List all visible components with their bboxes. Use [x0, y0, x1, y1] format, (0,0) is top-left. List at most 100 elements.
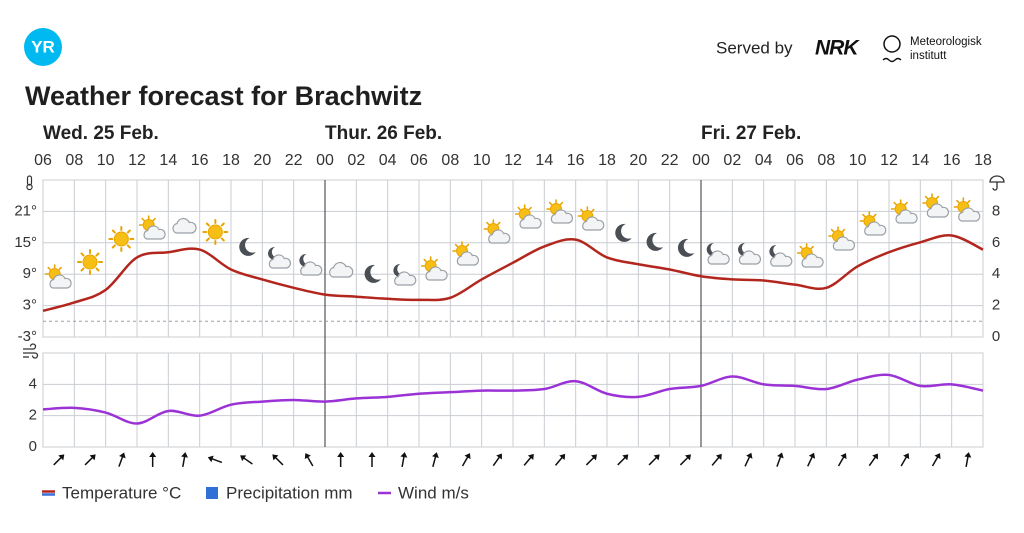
wind-arrow	[337, 452, 345, 467]
wind-arrow-head	[304, 453, 311, 460]
weather-icon	[514, 204, 542, 229]
x-tick-label: 06	[410, 152, 428, 169]
wind-arrow	[807, 452, 816, 467]
y-tick-label: 3°	[23, 297, 37, 314]
x-tick-label: 20	[253, 152, 271, 169]
x-tick-label: 06	[786, 152, 804, 169]
chart-title: Weather forecast for Brachwitz	[25, 81, 422, 111]
y-tick-label: 0	[29, 438, 37, 455]
wind-arrow-head	[368, 452, 376, 457]
wind-arrow	[523, 453, 534, 466]
wind-arrow-head	[559, 453, 566, 460]
wind-arrow	[776, 452, 784, 467]
y-tick-label: -3°	[18, 328, 37, 345]
wind-arrow-head	[181, 452, 188, 458]
wind-arrow	[964, 452, 972, 468]
wind-arrow-head	[872, 453, 878, 460]
x-tick-label: 20	[629, 152, 647, 169]
weather-icon	[768, 244, 793, 267]
wind-arrow-head	[149, 452, 157, 457]
weather-icon	[737, 242, 762, 265]
umbrella-icon	[989, 175, 1005, 191]
weather-icon	[828, 226, 856, 251]
wind-arrow-head	[964, 452, 972, 458]
wind-arrow-head	[746, 452, 753, 459]
served-by: Served by	[716, 38, 793, 57]
y2-tick-label: 8	[992, 202, 1000, 219]
x-tick-label: 18	[974, 152, 992, 169]
wind-arrow-head	[272, 454, 279, 461]
wind-arrow	[304, 453, 314, 467]
wind-icon	[23, 343, 39, 359]
wind-arrow	[900, 453, 910, 467]
x-tick-label: 16	[191, 152, 209, 169]
day-label: Fri. 27 Feb.	[701, 123, 801, 144]
wind-arrow	[837, 453, 847, 467]
x-tick-label: 12	[880, 152, 898, 169]
legend-label: Temperature °C	[62, 483, 181, 502]
weather-icon	[483, 219, 511, 244]
weather-icon	[796, 243, 824, 268]
wind-arrow	[585, 454, 597, 466]
x-tick-label: 02	[347, 152, 365, 169]
legend-swatch	[206, 487, 218, 499]
wind-arrow	[679, 454, 691, 466]
x-tick-label: 10	[473, 152, 491, 169]
wind-arrow	[868, 453, 878, 467]
wind-arrow-head	[808, 452, 816, 459]
x-tick-label: 14	[535, 152, 553, 169]
x-tick-label: 00	[316, 152, 334, 169]
wind-arrow-head	[777, 452, 784, 459]
y2-tick-label: 0	[992, 328, 1000, 345]
x-tick-label: 18	[598, 152, 616, 169]
wind-arrow	[368, 452, 376, 467]
wind-arrow-head	[432, 452, 439, 459]
wind-arrow-head	[684, 454, 691, 461]
wind-arrow	[149, 452, 157, 467]
x-tick-label: 04	[379, 152, 397, 169]
y-tick-label: 15°	[14, 234, 37, 251]
weather-icon	[646, 232, 663, 251]
wind-arrow	[648, 454, 660, 466]
y-tick-label: 4	[29, 375, 37, 392]
x-tick-label: 04	[755, 152, 773, 169]
day-label: Thur. 26 Feb.	[325, 123, 442, 144]
x-tick-label: 14	[911, 152, 929, 169]
wind-arrow	[53, 454, 65, 466]
weather-icon	[420, 256, 448, 281]
wind-arrow	[931, 453, 941, 467]
wind-arrow	[461, 453, 471, 467]
x-tick-label: 06	[34, 152, 52, 169]
legend-label: Precipitation mm	[226, 483, 353, 502]
weather-icon	[329, 261, 354, 278]
day-label: Wed. 25 Feb.	[43, 123, 159, 144]
x-tick-label: 12	[128, 152, 146, 169]
wind-arrow	[118, 452, 126, 467]
nrk-logo: NRK	[815, 37, 860, 60]
weather-icon	[859, 211, 887, 236]
wind-arrow-head	[400, 452, 408, 458]
weather-icon	[706, 242, 730, 265]
x-tick-label: 00	[692, 152, 710, 169]
x-tick-label: 10	[97, 152, 115, 169]
weather-icon	[267, 246, 292, 269]
weather-icon	[44, 264, 72, 289]
wind-arrow	[492, 453, 502, 467]
wind-arrow-head	[337, 452, 345, 457]
weather-icon	[77, 249, 103, 275]
wind-arrow-head	[934, 453, 941, 460]
wind-arrow	[272, 454, 284, 466]
wind-arrow	[240, 455, 253, 465]
y-tick-label: 2	[29, 407, 37, 424]
wind-arrow-head	[58, 454, 65, 461]
wind-arrow-head	[89, 454, 96, 461]
wind-arrow	[207, 455, 223, 464]
logo-text: YR	[31, 37, 55, 56]
x-tick-label: 16	[567, 152, 585, 169]
wind-arrow	[744, 452, 753, 467]
wind-arrow-head	[240, 455, 247, 462]
x-tick-label: 22	[661, 152, 679, 169]
weather-icon	[108, 226, 135, 252]
